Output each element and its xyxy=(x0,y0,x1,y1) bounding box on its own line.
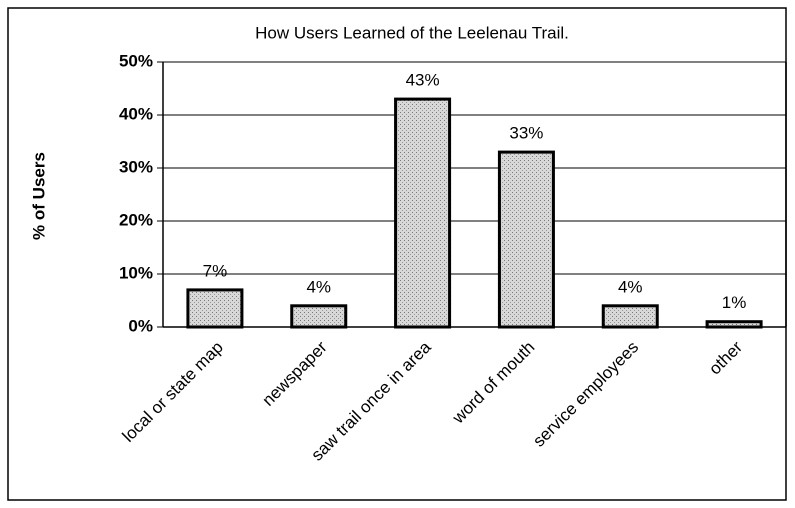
bar xyxy=(186,288,244,329)
data-label: 4% xyxy=(618,277,643,296)
bar xyxy=(705,320,763,329)
bar xyxy=(497,150,555,329)
y-tick-label: 0% xyxy=(128,316,153,335)
data-label: 43% xyxy=(406,71,440,90)
data-label: 4% xyxy=(306,277,331,296)
data-label: 33% xyxy=(509,124,543,143)
y-axis-label: % of Users xyxy=(29,152,48,240)
y-tick-label: 10% xyxy=(119,263,153,282)
bar xyxy=(290,304,348,329)
data-label: 1% xyxy=(722,293,747,312)
data-label: 7% xyxy=(203,261,228,280)
bar xyxy=(601,304,659,329)
y-tick-label: 30% xyxy=(119,157,153,176)
chart-title: How Users Learned of the Leelenau Trail. xyxy=(255,23,569,42)
bar xyxy=(394,97,452,329)
y-tick-label: 50% xyxy=(119,51,153,70)
y-tick-label: 40% xyxy=(119,104,153,123)
y-tick-label: 20% xyxy=(119,210,153,229)
